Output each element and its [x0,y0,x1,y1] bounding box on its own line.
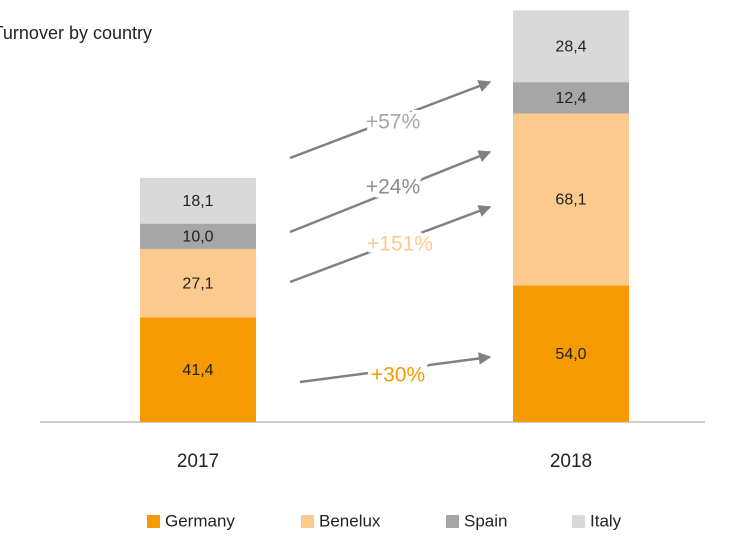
value-label: 27,1 [182,275,213,292]
arrow [289,80,492,160]
arrow [289,205,492,284]
annotation: +151% [367,233,433,256]
legend-swatch [147,515,160,528]
legend-label: Italy [590,511,622,530]
bar-segment [140,223,256,249]
bar-segment [140,177,256,224]
annotation: +57% [366,111,420,134]
annotation: +24% [366,176,420,199]
legend-label: Germany [165,511,235,530]
value-label: 68,1 [555,192,586,209]
arrow [289,150,492,234]
x-tick-label: 2018 [550,451,592,472]
value-label: 12,4 [555,90,586,107]
bar-segment [140,248,256,318]
value-label: 18,1 [182,193,213,210]
arrow [299,352,492,384]
x-tick-label: 2017 [177,451,219,472]
bar-segment [513,113,629,286]
legend-label: Spain [464,511,507,530]
legend-swatch [446,515,459,528]
value-label: 41,4 [182,362,213,379]
bar-segment [513,285,629,422]
chart-title: Turnover by country [0,23,152,43]
value-label: 28,4 [555,38,586,55]
bar-segment [513,10,629,83]
legend-swatch [301,515,314,528]
value-label: 54,0 [555,346,586,363]
bar-segment [140,317,256,422]
bar-segment [513,82,629,114]
legend-label: Benelux [319,511,381,530]
legend-swatch [572,515,585,528]
value-label: 10,0 [182,228,213,245]
arrows [289,80,492,384]
annotation: +30% [371,364,425,387]
